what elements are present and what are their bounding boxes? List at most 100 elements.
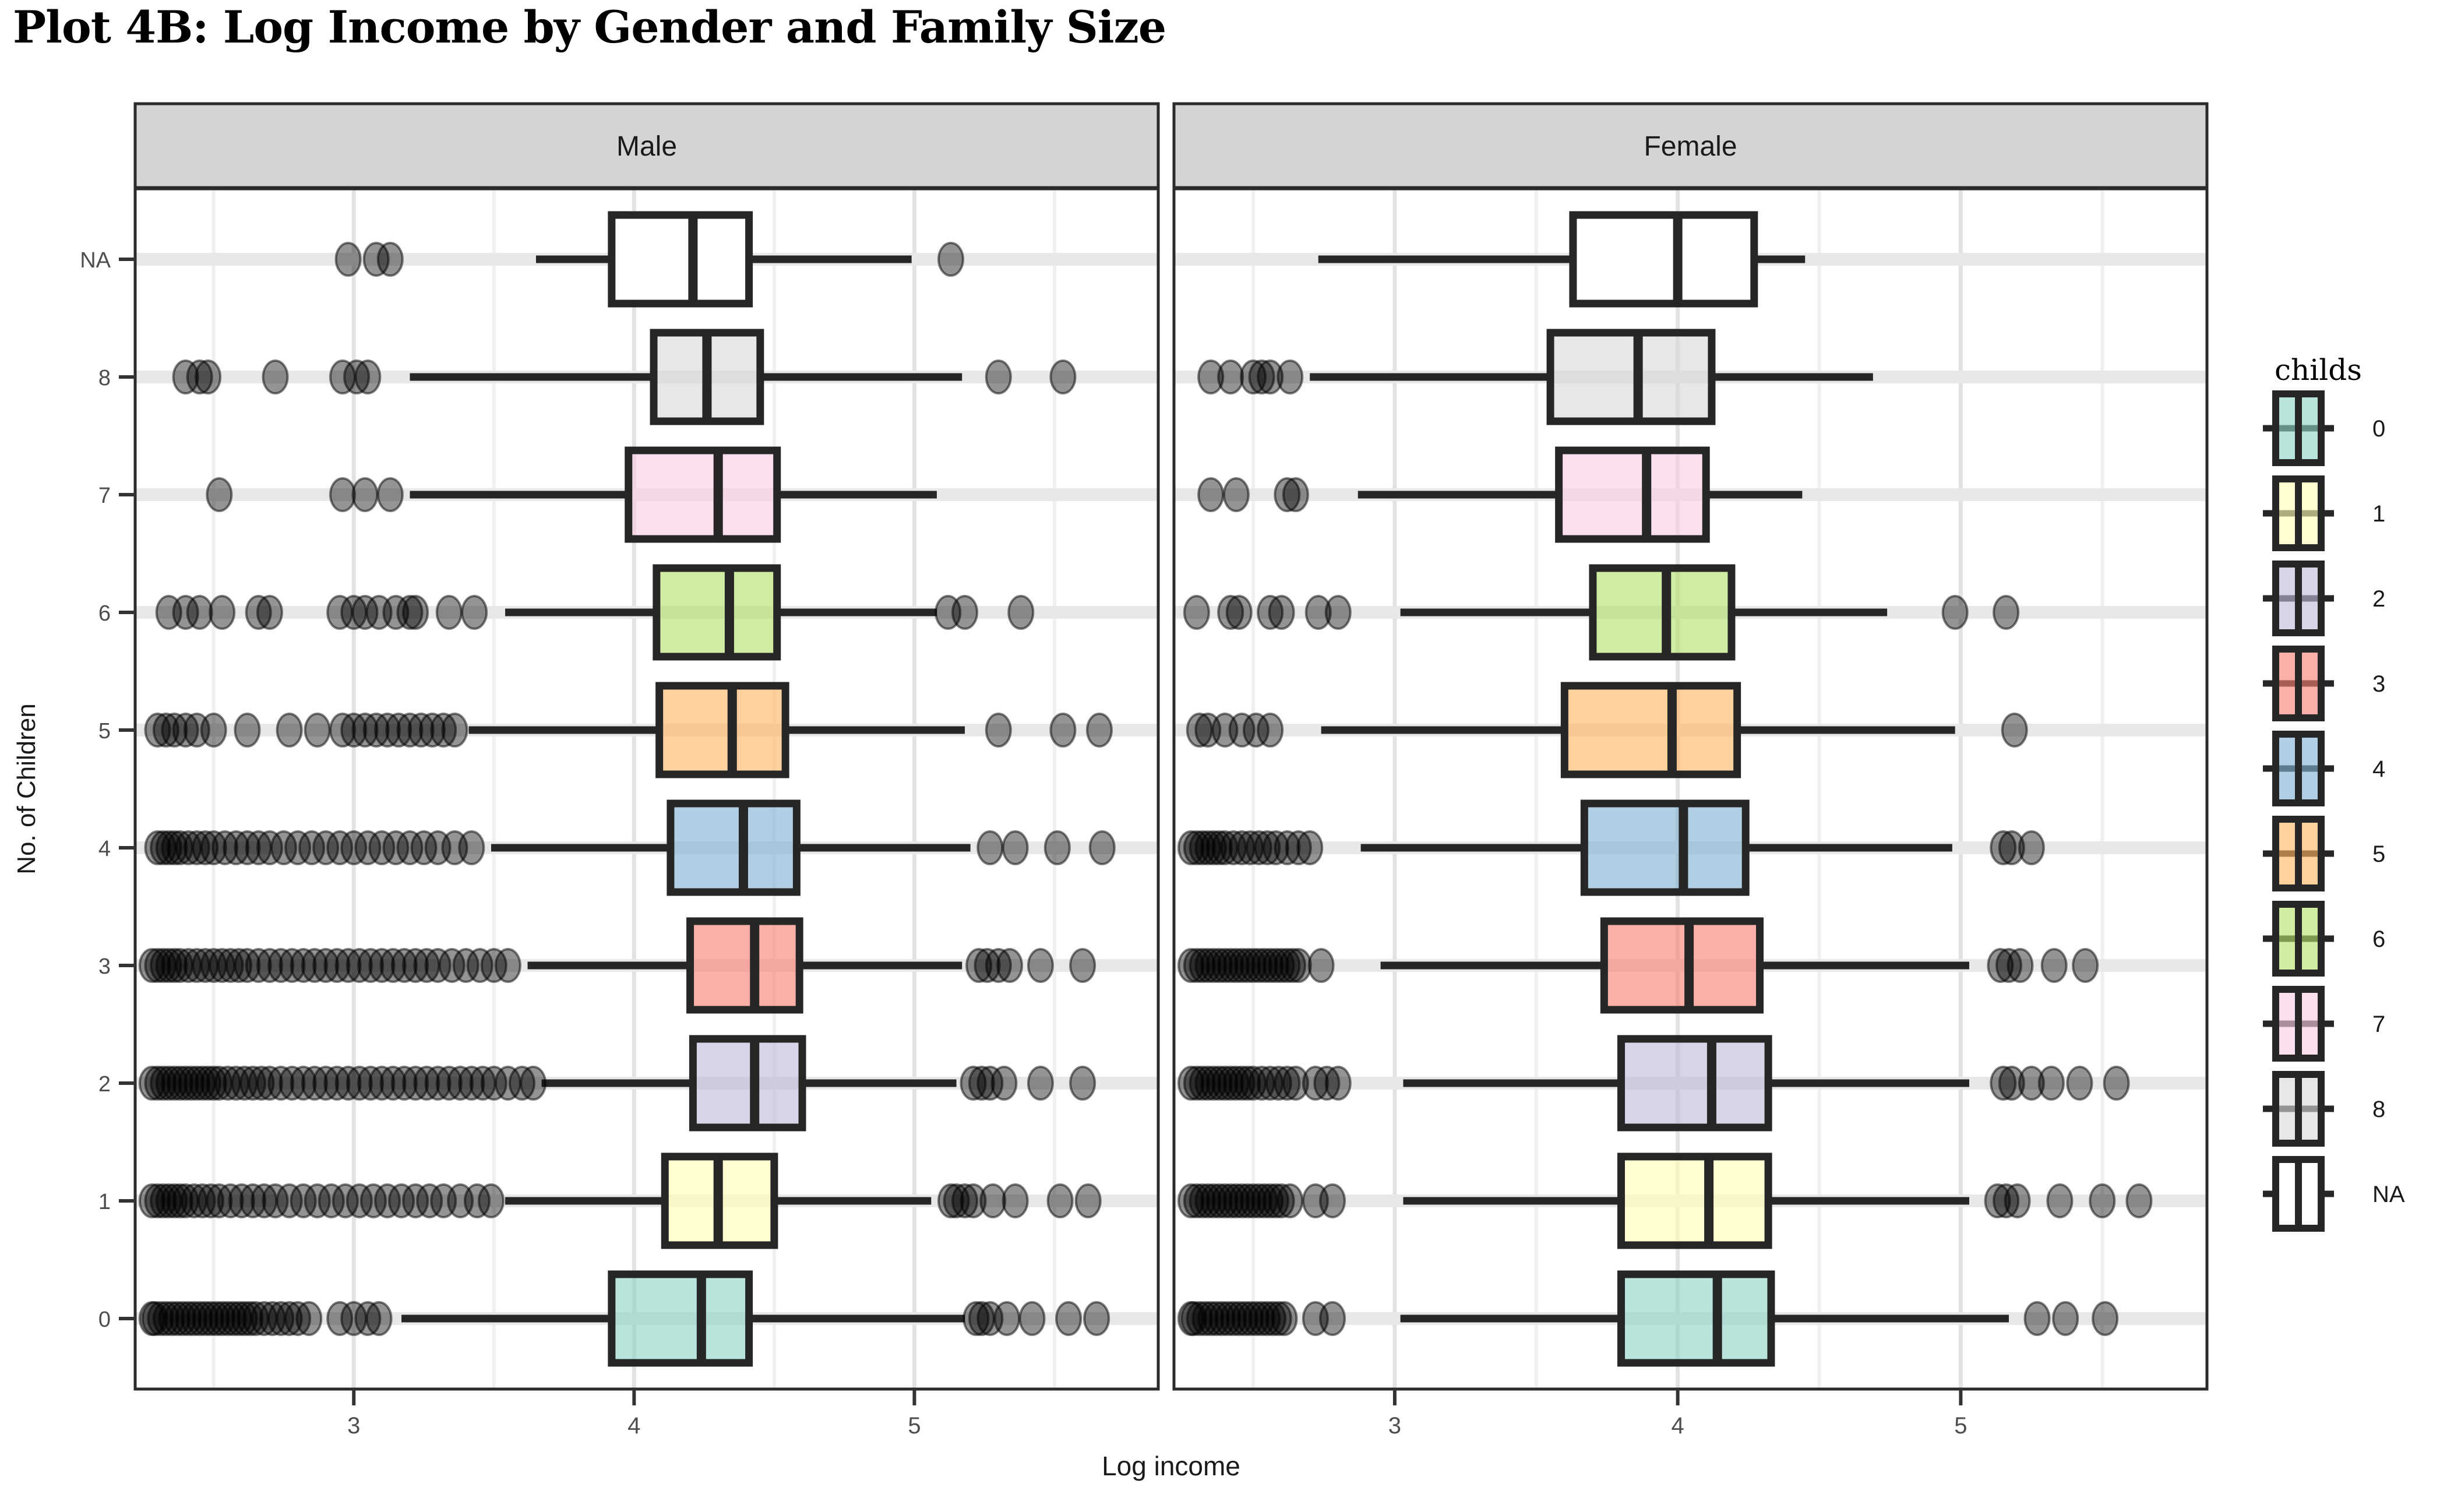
- outlier-point: [1990, 1066, 2017, 1101]
- outlier-point: [466, 948, 493, 983]
- panel-border: [1172, 187, 2209, 1391]
- outlier-point: [359, 1183, 387, 1218]
- outlier-point: [304, 1183, 331, 1218]
- outlier-point: [2018, 830, 2045, 865]
- x-tick-label: 4: [627, 1413, 640, 1439]
- outlier-point: [494, 948, 521, 983]
- outlier-point: [993, 1301, 1021, 1336]
- outlier-point: [985, 713, 1012, 748]
- box-male-6: [653, 564, 781, 661]
- box-male-5: [655, 682, 789, 778]
- outlier-point: [1225, 595, 1253, 630]
- outlier-point: [1282, 477, 1309, 512]
- outlier-point: [1069, 1066, 1096, 1101]
- outlier-point: [452, 948, 479, 983]
- outlier-point: [1217, 595, 1244, 630]
- y-tick-label: 1: [98, 1190, 111, 1214]
- legend-label: 5: [2372, 841, 2385, 867]
- outlier-point: [1319, 1301, 1346, 1336]
- outlier-point: [2089, 1183, 2116, 1218]
- box-male-7: [625, 446, 781, 543]
- outlier-point: [937, 242, 964, 277]
- outlier-point: [1002, 1183, 1029, 1218]
- box-female-7: [1555, 446, 1710, 543]
- outlier-point: [1197, 360, 1225, 394]
- outlier-point: [195, 360, 222, 394]
- outlier-point: [1285, 948, 1312, 983]
- outlier-point: [256, 830, 283, 865]
- outlier-point: [186, 595, 213, 630]
- outlier-point: [402, 595, 429, 630]
- outlier-point: [985, 360, 1012, 394]
- outlier-point: [2046, 1183, 2074, 1218]
- outlier-point: [248, 1066, 275, 1101]
- outlier-point: [2001, 713, 2028, 748]
- outlier-point: [365, 1301, 393, 1336]
- outlier-point: [304, 713, 331, 748]
- outlier-point: [1007, 595, 1035, 630]
- plot-title: Plot 4B: Log Income by Gender and Family…: [13, 1, 1166, 53]
- outlier-point: [1069, 948, 1096, 983]
- outlier-point: [976, 1066, 1004, 1101]
- outlier-point: [1088, 830, 1116, 865]
- outlier-point: [312, 830, 340, 865]
- outlier-point: [209, 595, 236, 630]
- outlier-point: [461, 595, 488, 630]
- outlier-point: [1257, 713, 1284, 748]
- outlier-point: [276, 1183, 303, 1218]
- outlier-point: [295, 1301, 323, 1336]
- outlier-point: [1277, 360, 1304, 394]
- outlier-point: [951, 595, 979, 630]
- outlier-point: [262, 360, 289, 394]
- outlier-point: [960, 1183, 987, 1218]
- outlier-point: [441, 713, 468, 748]
- outlier-point: [2052, 1301, 2079, 1336]
- outlier-point: [968, 1066, 995, 1101]
- legend-label: 8: [2372, 1097, 2385, 1122]
- outlier-point: [354, 830, 382, 865]
- outlier-point: [424, 948, 452, 983]
- outlier-point: [298, 830, 326, 865]
- outlier-point: [1085, 713, 1113, 748]
- outlier-point: [2066, 1066, 2093, 1101]
- y-tick-label: 4: [98, 837, 111, 861]
- box-female-4: [1580, 799, 1750, 896]
- outlier-point: [1197, 477, 1225, 512]
- legend-label: 2: [2372, 586, 2385, 612]
- legend-label: 7: [2372, 1011, 2385, 1037]
- x-tick-label: 4: [1672, 1413, 1684, 1439]
- outlier-point: [1282, 1066, 1309, 1101]
- outlier-point: [197, 1183, 224, 1218]
- x-tick-label: 3: [1388, 1413, 1401, 1439]
- outlier-point: [351, 595, 379, 630]
- outlier-point: [206, 477, 233, 512]
- y-tick-label: 8: [98, 366, 111, 390]
- outlier-point: [1993, 595, 2020, 630]
- outlier-point: [976, 830, 1004, 865]
- outlier-point: [435, 595, 463, 630]
- outlier-point: [2018, 1066, 2045, 1101]
- outlier-point: [256, 595, 283, 630]
- outlier-point: [480, 1066, 507, 1101]
- outlier-point: [996, 948, 1024, 983]
- x-axis-title: Log income: [1102, 1451, 1240, 1481]
- outlier-point: [329, 477, 357, 512]
- outlier-point: [1228, 713, 1256, 748]
- outlier-point: [200, 713, 227, 748]
- box-female-1: [1617, 1152, 1772, 1249]
- outlier-point: [1324, 1066, 1352, 1101]
- x-tick-label: 5: [1954, 1413, 1967, 1439]
- outlier-point: [2040, 948, 2068, 983]
- outlier-point: [334, 242, 362, 277]
- outlier-point: [1304, 595, 1332, 630]
- outlier-point: [1324, 595, 1352, 630]
- box-male-4: [667, 799, 801, 896]
- box-male-0: [608, 1270, 753, 1367]
- box-female-3: [1600, 917, 1764, 1014]
- outlier-point: [951, 1183, 979, 1218]
- panel-background: [135, 189, 1158, 1389]
- outlier-point: [1046, 1183, 1074, 1218]
- box-female-2: [1617, 1035, 1772, 1132]
- outlier-point: [2125, 1183, 2153, 1218]
